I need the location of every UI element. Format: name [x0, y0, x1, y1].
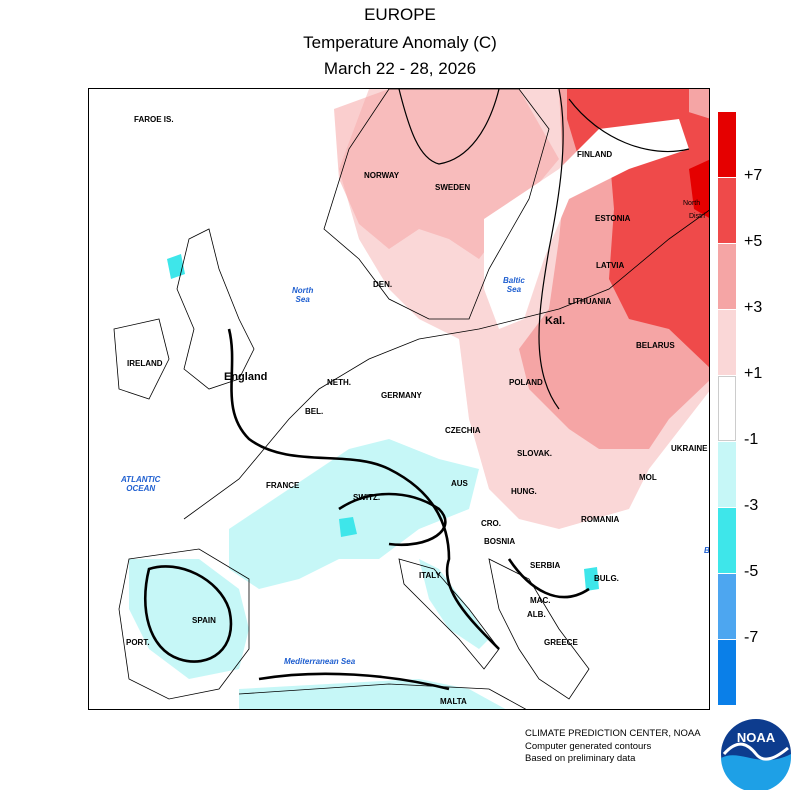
anomaly-map-graphics [113, 89, 709, 709]
baltic-sea-water [484, 119, 689, 329]
map-date-range: March 22 - 28, 2026 [323, 59, 477, 78]
color-legend-label: -5 [744, 563, 759, 580]
label-lithuania: LITHUANIA [568, 297, 612, 306]
color-legend-label: -1 [744, 431, 759, 448]
noaa-logo-text: NOAA [737, 730, 776, 745]
coast-continent [183, 209, 709, 520]
label-ireland: IRELAND [127, 359, 163, 368]
color-legend-swatch [718, 640, 736, 705]
cold-anomaly-iberia [129, 559, 249, 679]
map-subtitle: Temperature Anomaly (C) [303, 33, 497, 52]
label-finland: FINLAND [577, 150, 613, 159]
label-poland: POLAND [509, 378, 543, 387]
coast-britain [176, 228, 255, 390]
zero-contour-iberia [143, 565, 233, 663]
color-legend-label: -7 [744, 629, 759, 646]
warm-contour-east [538, 89, 564, 410]
label-bosnia: BOSNIA [484, 537, 516, 546]
label-belarus: BELARUS [636, 341, 675, 350]
cold-anomaly-alps-core [339, 517, 357, 537]
coast-scandinavia [323, 89, 550, 320]
color-legend-label: +5 [744, 233, 763, 250]
label-norway: NORWAY [364, 171, 400, 180]
label-faroe: FAROE IS. [134, 115, 174, 124]
label-spain: SPAIN [192, 616, 216, 625]
color-legend-label: +7 [744, 167, 763, 184]
label-atlantic-ocean: ATLANTIC OCEAN [121, 475, 161, 493]
warm-anomaly-strong [609, 109, 709, 368]
label-bulgaria: BULG. [594, 574, 619, 583]
label-district: Distri [689, 213, 705, 220]
label-portugal: PORT. [126, 638, 150, 647]
warm-contour-finland [568, 98, 690, 153]
label-austria: AUS [451, 479, 468, 488]
label-moldova: MOL [639, 473, 657, 482]
label-ukraine: UKRAINE [671, 444, 708, 453]
label-romania: ROMANIA [581, 515, 620, 524]
label-cutoff-b: B [704, 546, 710, 555]
color-legend-label: +1 [744, 365, 763, 382]
color-legend-label: +3 [744, 299, 763, 316]
label-estonia: ESTONIA [595, 214, 631, 223]
warm-contour-scandinavia [398, 89, 500, 165]
color-legend-swatch [718, 442, 736, 507]
label-belgium: BEL. [305, 407, 324, 416]
label-serbia: SERBIA [530, 561, 561, 570]
coast-balkans [488, 558, 590, 700]
color-legend-swatch [718, 574, 736, 639]
anomaly-map: FAROE IS. NORWAY SWEDEN FINLAND ESTONIA … [88, 88, 710, 710]
label-italy: ITALY [419, 571, 441, 580]
label-albania: ALB. [527, 610, 546, 619]
label-sweden: SWEDEN [435, 183, 471, 192]
map-title: EUROPE [364, 5, 436, 24]
label-greece: GREECE [544, 638, 578, 647]
color-legend-swatch [718, 376, 736, 441]
label-northwest-district: North [683, 200, 701, 207]
cold-anomaly-france-alps [229, 439, 479, 589]
label-england: England [224, 371, 268, 383]
label-switzerland: SWITZ. [353, 493, 381, 502]
coast-ireland [113, 318, 170, 400]
coast-italy [398, 558, 500, 670]
label-kaliningrad: Kal. [545, 315, 566, 327]
label-germany: GERMANY [381, 391, 422, 400]
zero-contour-main [227, 328, 500, 650]
label-mediterranean-sea: Mediterranean Sea [284, 657, 356, 666]
color-legend-swatch [718, 310, 736, 375]
coast-iberia [118, 548, 250, 700]
credit-line-1: CLIMATE PREDICTION CENTER, NOAA [525, 728, 701, 739]
label-baltic-sea: Baltic Sea [503, 276, 525, 294]
label-denmark: DEN. [373, 280, 393, 289]
color-legend-swatch [718, 244, 736, 309]
color-legend-swatch [718, 508, 736, 573]
cold-anomaly-balkans [584, 567, 599, 591]
label-france: FRANCE [266, 481, 300, 490]
label-malta: MALTA [440, 697, 467, 706]
color-legend-label: -3 [744, 497, 759, 514]
label-slovakia: SLOVAK. [517, 449, 552, 458]
zero-contours [143, 328, 590, 691]
noaa-logo: NOAA [721, 719, 792, 790]
label-macedonia: MAC. [530, 596, 551, 605]
zero-contour-med [258, 672, 450, 691]
label-netherlands: NETH. [327, 378, 351, 387]
label-czechia: CZECHIA [445, 426, 481, 435]
label-latvia: LATVIA [596, 261, 625, 270]
zero-contour-alps [338, 492, 447, 547]
label-north-sea: North Sea [292, 286, 314, 304]
color-legend-swatch [718, 112, 736, 177]
positive-contours [398, 89, 690, 410]
credit-line-2: Computer generated contours [525, 741, 652, 752]
zero-contour-balkans [507, 558, 590, 599]
cold-anomaly-africa [239, 679, 506, 709]
warm-anomaly-peak [689, 159, 709, 218]
credit-line-3: Based on preliminary data [525, 753, 636, 764]
cold-anomaly-italy [419, 559, 489, 649]
label-croatia: CRO. [481, 519, 501, 528]
color-legend-swatch [718, 178, 736, 243]
label-hungary: HUNG. [511, 487, 537, 496]
coastlines [113, 89, 709, 709]
